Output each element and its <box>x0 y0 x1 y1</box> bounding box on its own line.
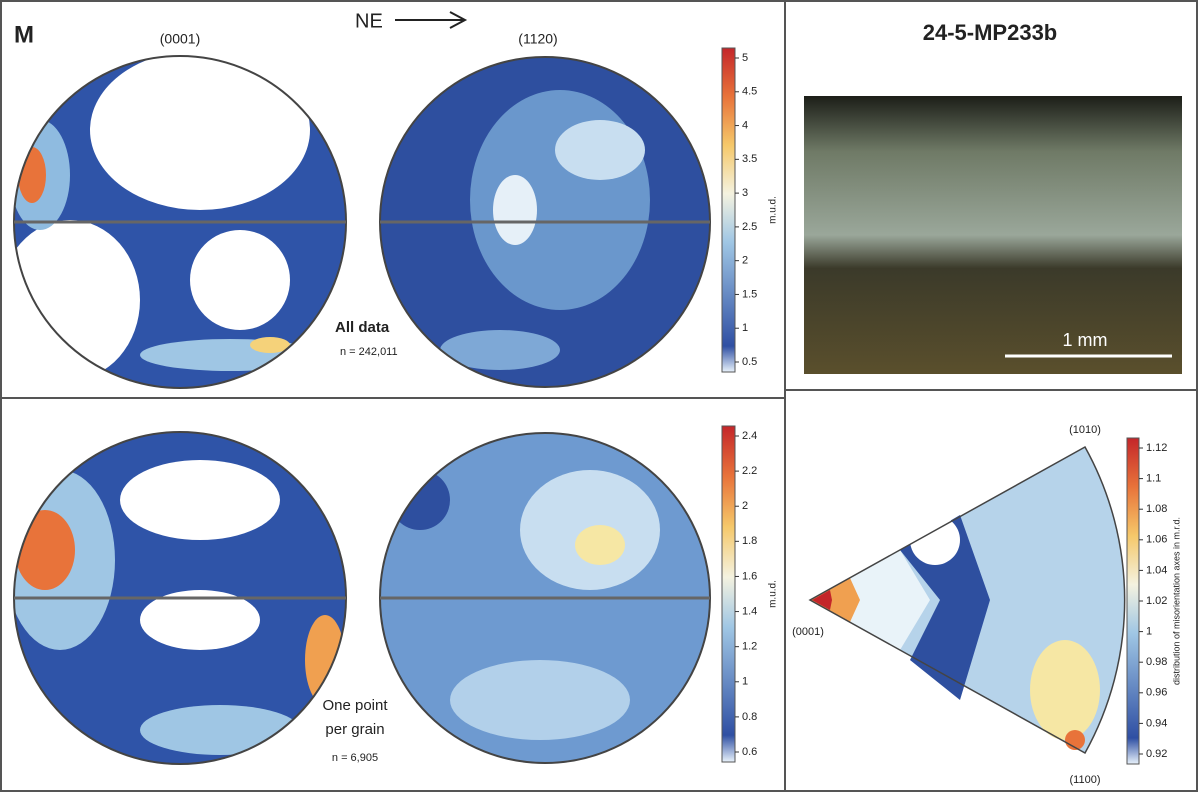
colorbar-tick-label: 0.6 <box>742 746 757 758</box>
colorbar-tick-label: 2.2 <box>742 465 757 477</box>
micrograph <box>804 96 1182 374</box>
colorbar <box>722 426 735 762</box>
colorbar-tick-label: 1.8 <box>742 535 757 547</box>
colorbar-tick-label: 3.5 <box>742 153 757 165</box>
colorbar-tick-label: 4 <box>742 119 748 131</box>
colorbar-tick-label: 2 <box>742 255 748 267</box>
count: n = 6,905 <box>332 752 378 764</box>
direction: NE <box>355 10 383 32</box>
colorbar-tick-label: 1.5 <box>742 288 757 300</box>
pole-label: (0001) <box>160 31 200 47</box>
sample-title: 24-5-MP233b <box>923 20 1058 45</box>
colorbar-tick-label: 1 <box>1146 626 1152 638</box>
colorbar-tick-label: 0.8 <box>742 711 757 723</box>
colorbar-tick-label: 1.08 <box>1146 503 1167 515</box>
colorbar-label: distribution of misorientation axes in m… <box>1171 517 1181 685</box>
colorbar-tick-label: 5 <box>742 52 748 64</box>
colorbar-tick-label: 1.4 <box>742 605 757 617</box>
colorbar-tick-label: 0.98 <box>1146 656 1167 668</box>
row-label: All data <box>335 319 390 336</box>
panel-letter: M <box>14 21 34 48</box>
pole-figures <box>0 12 715 770</box>
count: n = 242,011 <box>340 346 398 358</box>
colorbar-tick-label: 1 <box>742 676 748 688</box>
colorbar-tick-label: 1.06 <box>1146 534 1167 546</box>
scale-label: 1 mm <box>1063 330 1108 350</box>
colorbar-tick-label: 1.6 <box>742 570 757 582</box>
colorbar-tick-label: 2.5 <box>742 221 757 233</box>
ipf-label: (1100) <box>1070 774 1101 786</box>
pole-label: (1120) <box>518 31 557 47</box>
colorbar-tick-label: 2.4 <box>742 430 757 442</box>
figure: M NE (0001) (1120) All data n = 242,011 … <box>0 0 1198 792</box>
colorbar-tick-label: 1.12 <box>1146 442 1167 454</box>
colorbar-tick-label: 3 <box>742 187 748 199</box>
colorbar <box>722 48 735 372</box>
row-label: One point <box>322 697 388 714</box>
colorbar-tick-label: 1 <box>742 322 748 334</box>
colorbar-tick-label: 2 <box>742 500 748 512</box>
row-label: per grain <box>325 721 384 738</box>
colorbar-tick-label: 1.02 <box>1146 595 1167 607</box>
colorbar-tick-label: 0.92 <box>1146 748 1167 760</box>
colorbar-tick-label: 0.96 <box>1146 687 1167 699</box>
ipf-triangle <box>810 447 1125 753</box>
colorbar-tick-label: 1.2 <box>742 641 757 653</box>
colorbar-tick-label: 0.5 <box>742 356 757 368</box>
colorbar-label: m.u.d. <box>768 580 779 608</box>
colorbar-label: m.u.d. <box>768 196 779 224</box>
ipf-label: (1010) <box>1069 424 1101 436</box>
colorbar-tick-label: 0.94 <box>1146 717 1167 729</box>
colorbar <box>1127 438 1139 764</box>
ipf-label: (0001) <box>792 626 824 638</box>
colorbar-tick-label: 1.04 <box>1146 564 1167 576</box>
colorbar-tick-label: 4.5 <box>742 86 757 98</box>
colorbar-tick-label: 1.1 <box>1146 473 1161 485</box>
